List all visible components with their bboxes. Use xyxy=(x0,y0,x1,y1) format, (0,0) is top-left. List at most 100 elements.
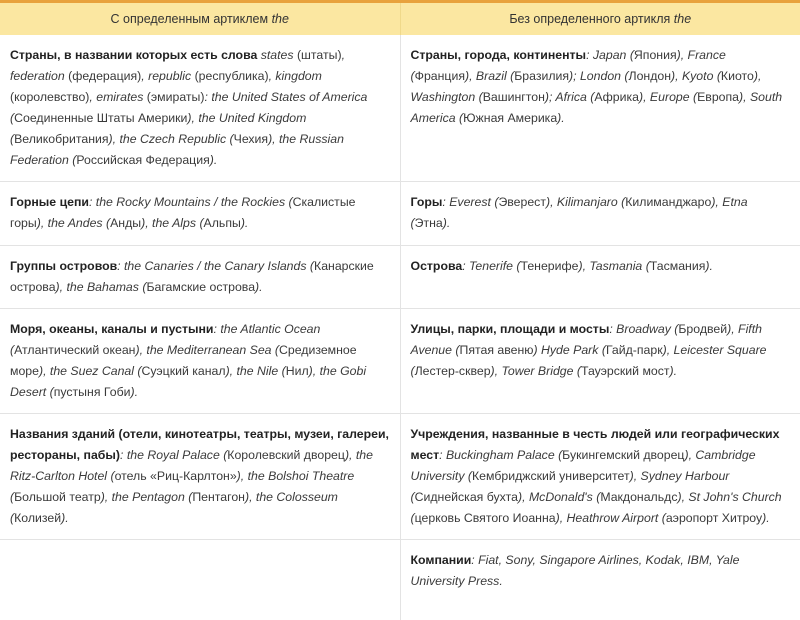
category-label: Улицы, парки, площади и мосты xyxy=(411,322,610,336)
header-with-article: С определенным артиклем the xyxy=(0,2,400,36)
cell-without-article: Страны, города, континенты: Japan (Япони… xyxy=(400,35,800,182)
russian-translation: (штаты) xyxy=(294,48,342,62)
english-example: ). xyxy=(255,280,263,294)
cell-with-article: Страны, в названии которых есть слова st… xyxy=(0,35,400,182)
header-text: Без определенного артикля xyxy=(509,12,673,26)
english-example: ), Europe ( xyxy=(639,90,697,104)
cell-with-article: Названия зданий (отели, кинотеатры, теат… xyxy=(0,414,400,540)
russian-translation: (федерация) xyxy=(65,69,142,83)
header-text: С определенным артиклем xyxy=(111,12,272,26)
russian-translation: Тенерифе xyxy=(521,259,579,273)
cell-without-article: Учреждения, названные в честь людей или … xyxy=(400,414,800,540)
category-label: Группы островов xyxy=(10,259,117,273)
russian-translation: Килиманджаро xyxy=(625,195,711,209)
english-example: ). xyxy=(61,511,69,525)
english-example: ), the Czech Republic ( xyxy=(109,132,234,146)
english-example: ). xyxy=(557,111,565,125)
russian-translation: Нил xyxy=(286,364,309,378)
english-example: ); Africa ( xyxy=(545,90,594,104)
english-example: ), Heathrow Airport ( xyxy=(556,511,666,525)
table-header-row: С определенным артиклем the Без определе… xyxy=(0,2,800,36)
english-example: ), McDonald's ( xyxy=(518,490,600,504)
english-example: : Broadway ( xyxy=(609,322,678,336)
russian-translation: Альпы xyxy=(204,216,241,230)
russian-translation: Сиднейская бухта xyxy=(415,490,518,504)
category-label: Страны, в названии которых есть слова xyxy=(10,48,261,62)
russian-translation: Макдональдс xyxy=(600,490,677,504)
english-example: ), Tasmania ( xyxy=(578,259,649,273)
russian-translation: (республика) xyxy=(191,69,268,83)
cell-without-article: Компании: Fiat, Sony, Singapore Airlines… xyxy=(400,540,800,620)
table-row: Компании: Fiat, Sony, Singapore Airlines… xyxy=(0,540,800,620)
russian-translation: отель «Риц-Карлтон» xyxy=(115,469,237,483)
english-example: ), Tower Bridge ( xyxy=(491,364,581,378)
english-example: ), Kyoto ( xyxy=(671,69,721,83)
english-example: ). xyxy=(670,364,678,378)
english-example: states xyxy=(261,48,294,62)
english-example: ), Kilimanjaro ( xyxy=(546,195,625,209)
english-example: ). xyxy=(210,153,218,167)
russian-translation: Бразилия xyxy=(514,69,569,83)
cell-without-article: Горы: Everest (Эверест), Kilimanjaro (Ки… xyxy=(400,182,800,246)
russian-translation: Лондон xyxy=(629,69,672,83)
header-article: the xyxy=(674,12,691,26)
cell-with-article xyxy=(0,540,400,620)
russian-translation: Российская Федерация xyxy=(76,153,209,167)
russian-translation: Вашингтон xyxy=(483,90,545,104)
english-example: ), the Suez Canal ( xyxy=(39,364,142,378)
category-label: Страны, города, континенты xyxy=(411,48,587,62)
russian-translation: Пентагон xyxy=(192,490,245,504)
russian-translation: (эмираты) xyxy=(143,90,204,104)
russian-translation: Багамские острова xyxy=(146,280,255,294)
russian-translation: Эверест xyxy=(498,195,546,209)
table-row: Названия зданий (отели, кинотеатры, теат… xyxy=(0,414,800,540)
english-example: ). xyxy=(241,216,249,230)
cell-with-article: Моря, океаны, каналы и пустыни: the Atla… xyxy=(0,309,400,414)
category-label: Горные цепи xyxy=(10,195,89,209)
russian-translation: Тасмания xyxy=(650,259,706,273)
table-row: Группы островов: the Canaries / the Cana… xyxy=(0,246,800,309)
category-label: Горы xyxy=(411,195,443,209)
russian-translation: аэропорт Хитроу xyxy=(666,511,762,525)
english-example: : Everest ( xyxy=(442,195,498,209)
russian-translation: Королевский дворец xyxy=(227,448,345,462)
cell-without-article: Улицы, парки, площади и мосты: Broadway … xyxy=(400,309,800,414)
english-example: ); London ( xyxy=(569,69,628,83)
table-row: Горные цепи: the Rocky Mountains / the R… xyxy=(0,182,800,246)
russian-translation: Бродвей xyxy=(678,322,727,336)
english-example: ), the Mediterranean Sea ( xyxy=(135,343,279,357)
english-example: ). xyxy=(130,385,138,399)
category-label: Компании xyxy=(411,553,472,567)
english-example: , republic xyxy=(141,69,191,83)
category-label: Острова xyxy=(411,259,463,273)
russian-translation: Соединенные Штаты Америки xyxy=(14,111,187,125)
russian-translation: Тауэрский мост xyxy=(581,364,670,378)
russian-translation: Букингемский дворец xyxy=(562,448,684,462)
english-example: ), the Alps ( xyxy=(141,216,203,230)
russian-translation: Южная Америка xyxy=(463,111,557,125)
english-example: ), the Nile ( xyxy=(226,364,286,378)
category-label: Моря, океаны, каналы и пустыни xyxy=(10,322,214,336)
russian-translation: Африка xyxy=(594,90,639,104)
russian-translation: Кембриджский университет xyxy=(472,469,630,483)
russian-translation: Колизей xyxy=(14,511,61,525)
english-example: , emirates xyxy=(89,90,143,104)
english-example: ), the Andes ( xyxy=(37,216,110,230)
english-example: : Japan ( xyxy=(586,48,634,62)
table-row: Моря, океаны, каналы и пустыни: the Atla… xyxy=(0,309,800,414)
cell-without-article: Острова: Tenerife (Тенерифе), Tasmania (… xyxy=(400,246,800,309)
cell-with-article: Группы островов: the Canaries / the Cana… xyxy=(0,246,400,309)
russian-translation: Чехия xyxy=(234,132,268,146)
header-article: the xyxy=(272,12,289,26)
cell-with-article: Горные цепи: the Rocky Mountains / the R… xyxy=(0,182,400,246)
english-example: ). xyxy=(762,511,770,525)
english-example: ). xyxy=(705,259,713,273)
russian-translation: Великобритания xyxy=(14,132,108,146)
russian-translation: Европа xyxy=(697,90,739,104)
russian-translation: Суэцкий канал xyxy=(142,364,226,378)
english-example: , kingdom xyxy=(269,69,322,83)
english-example: ), Brazil ( xyxy=(465,69,514,83)
russian-translation: Атлантический океан xyxy=(14,343,135,357)
english-example: : the Royal Palace ( xyxy=(120,448,227,462)
